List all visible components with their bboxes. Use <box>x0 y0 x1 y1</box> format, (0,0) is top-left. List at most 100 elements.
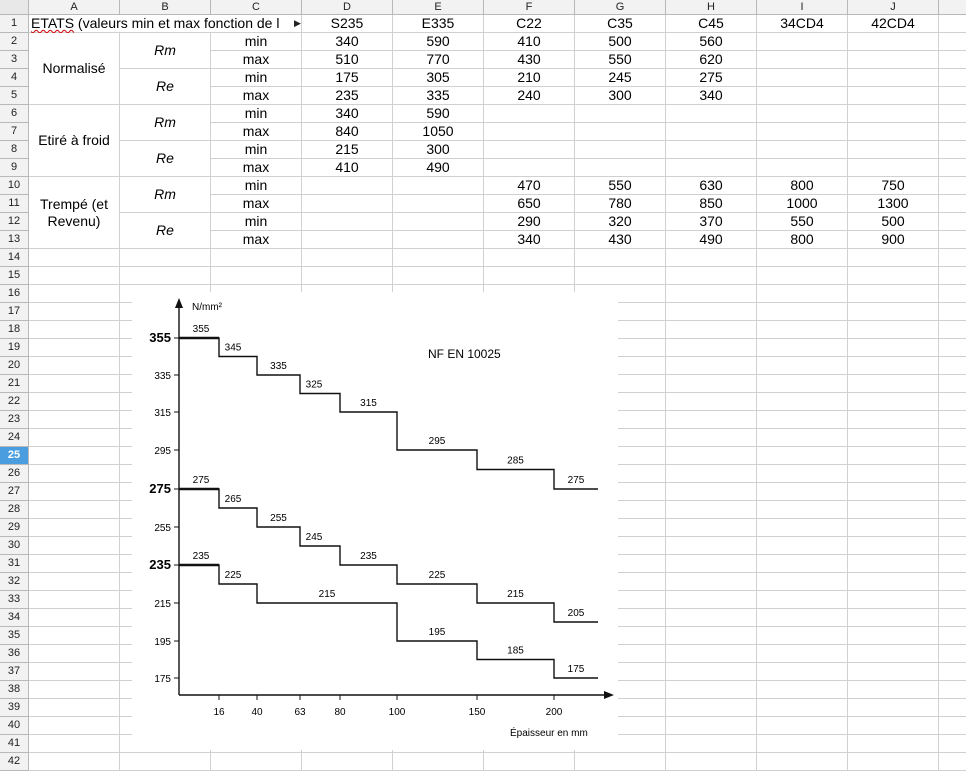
grid-cell[interactable] <box>29 501 120 519</box>
grid-cell[interactable] <box>575 555 666 573</box>
value-cell[interactable]: 1300 <box>848 195 939 213</box>
grid-cell[interactable] <box>29 573 120 591</box>
row-header-19[interactable]: 19 <box>0 339 29 357</box>
grid-cell[interactable] <box>757 267 848 285</box>
grid-cell[interactable] <box>939 321 966 339</box>
grid-cell[interactable] <box>211 267 302 285</box>
value-cell[interactable]: 780 <box>575 195 666 213</box>
column-header-K[interactable] <box>939 0 966 15</box>
grid-cell[interactable] <box>575 645 666 663</box>
minmax-label[interactable]: min <box>211 213 302 231</box>
value-cell[interactable] <box>848 105 939 123</box>
grid-cell[interactable] <box>29 483 120 501</box>
grid-cell[interactable] <box>29 249 120 267</box>
grid-cell[interactable] <box>575 699 666 717</box>
state-label[interactable]: Trempé (et Revenu) <box>29 177 120 249</box>
grid-cell[interactable] <box>666 627 757 645</box>
column-header-E[interactable]: E <box>393 0 484 15</box>
grid-cell[interactable] <box>575 717 666 735</box>
grid-cell[interactable] <box>939 645 966 663</box>
value-cell[interactable] <box>757 51 848 69</box>
value-cell[interactable]: 470 <box>484 177 575 195</box>
select-all-corner[interactable] <box>0 0 29 15</box>
value-cell[interactable]: 1000 <box>757 195 848 213</box>
grid-cell[interactable] <box>757 411 848 429</box>
grid-cell[interactable] <box>848 609 939 627</box>
grid-cell[interactable] <box>939 699 966 717</box>
row-header-16[interactable]: 16 <box>0 285 29 303</box>
value-cell[interactable]: 410 <box>302 159 393 177</box>
grid-cell[interactable] <box>666 573 757 591</box>
steel-header-C22[interactable]: C22 <box>484 15 575 33</box>
row-header-10[interactable]: 10 <box>0 177 29 195</box>
grid-cell[interactable] <box>848 663 939 681</box>
row-header-20[interactable]: 20 <box>0 357 29 375</box>
grid-cell[interactable] <box>939 123 966 141</box>
grid-cell[interactable] <box>939 267 966 285</box>
value-cell[interactable] <box>848 33 939 51</box>
grid-cell[interactable] <box>757 483 848 501</box>
grid-cell[interactable] <box>757 285 848 303</box>
value-cell[interactable]: 210 <box>484 69 575 87</box>
minmax-label[interactable]: max <box>211 87 302 105</box>
grid-cell[interactable] <box>484 267 575 285</box>
grid-cell[interactable] <box>666 735 757 753</box>
grid-cell[interactable] <box>757 735 848 753</box>
value-cell[interactable]: 490 <box>666 231 757 249</box>
state-label[interactable]: Normalisé <box>29 33 120 105</box>
grid-cell[interactable] <box>120 267 211 285</box>
grid-cell[interactable] <box>211 753 302 771</box>
grid-cell[interactable] <box>848 483 939 501</box>
grid-cell[interactable] <box>939 411 966 429</box>
value-cell[interactable]: 900 <box>848 231 939 249</box>
grid-cell[interactable] <box>939 753 966 771</box>
grid-cell[interactable] <box>939 735 966 753</box>
row-header-29[interactable]: 29 <box>0 519 29 537</box>
steel-header-C45[interactable]: C45 <box>666 15 757 33</box>
grid-cell[interactable] <box>757 753 848 771</box>
grid-cell[interactable] <box>848 555 939 573</box>
grid-cell[interactable] <box>757 429 848 447</box>
grid-cell[interactable] <box>939 591 966 609</box>
property-label[interactable]: Re <box>120 141 211 177</box>
column-header-F[interactable]: F <box>484 0 575 15</box>
value-cell[interactable] <box>757 105 848 123</box>
grid-cell[interactable] <box>575 501 666 519</box>
grid-cell[interactable] <box>757 699 848 717</box>
value-cell[interactable]: 850 <box>666 195 757 213</box>
grid-cell[interactable] <box>575 375 666 393</box>
grid-cell[interactable] <box>757 663 848 681</box>
grid-cell[interactable] <box>575 447 666 465</box>
grid-cell[interactable] <box>575 339 666 357</box>
minmax-label[interactable]: max <box>211 231 302 249</box>
value-cell[interactable] <box>666 141 757 159</box>
grid-cell[interactable] <box>939 573 966 591</box>
value-cell[interactable] <box>484 159 575 177</box>
column-header-B[interactable]: B <box>120 0 211 15</box>
grid-cell[interactable] <box>666 663 757 681</box>
row-header-42[interactable]: 42 <box>0 753 29 771</box>
value-cell[interactable] <box>757 141 848 159</box>
grid-cell[interactable] <box>757 717 848 735</box>
grid-cell[interactable] <box>848 411 939 429</box>
column-header-D[interactable]: D <box>302 0 393 15</box>
grid-cell[interactable] <box>848 681 939 699</box>
grid-cell[interactable] <box>29 411 120 429</box>
row-header-38[interactable]: 38 <box>0 681 29 699</box>
column-header-G[interactable]: G <box>575 0 666 15</box>
grid-cell[interactable] <box>939 375 966 393</box>
grid-cell[interactable] <box>575 465 666 483</box>
steel-header-34CD4[interactable]: 34CD4 <box>757 15 848 33</box>
grid-cell[interactable] <box>939 33 966 51</box>
row-header-6[interactable]: 6 <box>0 105 29 123</box>
grid-cell[interactable] <box>29 447 120 465</box>
row-header-5[interactable]: 5 <box>0 87 29 105</box>
grid-cell[interactable] <box>757 537 848 555</box>
grid-cell[interactable] <box>29 735 120 753</box>
row-header-23[interactable]: 23 <box>0 411 29 429</box>
value-cell[interactable]: 560 <box>666 33 757 51</box>
value-cell[interactable]: 650 <box>484 195 575 213</box>
value-cell[interactable] <box>484 105 575 123</box>
value-cell[interactable]: 1050 <box>393 123 484 141</box>
grid-cell[interactable] <box>29 627 120 645</box>
